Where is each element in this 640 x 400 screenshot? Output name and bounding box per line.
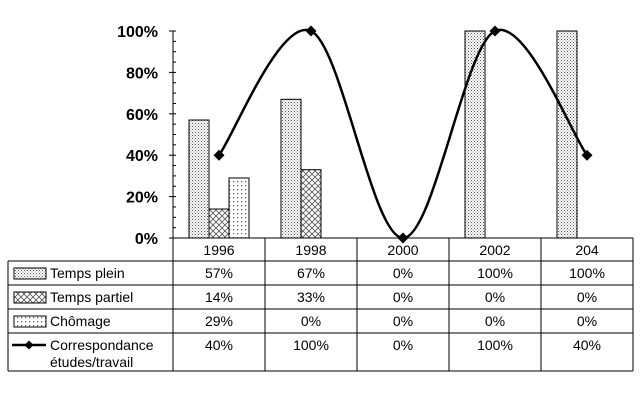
legend-label: études/travail bbox=[50, 354, 133, 370]
y-tick-label: 100% bbox=[117, 24, 158, 41]
table-cell: 0% bbox=[577, 313, 597, 329]
table-cell: 100% bbox=[477, 265, 513, 281]
table-cell: 0% bbox=[393, 265, 413, 281]
table-cell: 33% bbox=[297, 289, 325, 305]
y-tick-label: 80% bbox=[126, 65, 158, 82]
y-tick-label: 0% bbox=[135, 231, 158, 248]
bar bbox=[188, 119, 210, 239]
legend-swatch bbox=[13, 291, 47, 304]
bar bbox=[280, 98, 302, 239]
table-cell: 0% bbox=[393, 289, 413, 305]
legend-label: Chômage bbox=[50, 313, 111, 329]
legend-label: Temps partiel bbox=[50, 289, 133, 305]
diamond-marker bbox=[397, 232, 409, 244]
diamond-marker bbox=[305, 25, 317, 37]
legend-label: Correspondance bbox=[50, 337, 154, 353]
diamond-marker bbox=[489, 25, 501, 37]
y-tick-label: 60% bbox=[126, 107, 158, 124]
legend-swatch bbox=[13, 267, 47, 280]
table-cell: 0% bbox=[393, 313, 413, 329]
table-cell: 0% bbox=[485, 313, 505, 329]
diamond-marker bbox=[581, 149, 593, 161]
axes: 0% 20% 40% 60% 80% 100% 1996 1998 2000 2002 204 bbox=[117, 24, 633, 258]
bar bbox=[208, 208, 230, 239]
table-cell: 0% bbox=[393, 337, 413, 353]
bar bbox=[464, 30, 486, 239]
y-tick-label: 20% bbox=[126, 190, 158, 207]
series-line bbox=[217, 28, 589, 240]
bar bbox=[556, 30, 578, 239]
table-cell: 100% bbox=[477, 337, 513, 353]
category-label: 204 bbox=[575, 242, 599, 258]
category-label: 1998 bbox=[295, 242, 326, 258]
bars bbox=[188, 30, 578, 239]
table-cell: 14% bbox=[205, 289, 233, 305]
table-cell: 100% bbox=[293, 337, 329, 353]
category-label: 1996 bbox=[203, 242, 234, 258]
table-cell: 0% bbox=[301, 313, 321, 329]
table-cell: 67% bbox=[297, 265, 325, 281]
diamond-marker bbox=[213, 149, 225, 161]
data-table: Temps plein 57% 67% 0% 100% 100% Temps partiel… bbox=[7, 238, 634, 372]
bar bbox=[300, 169, 322, 239]
table-cell: 0% bbox=[485, 289, 505, 305]
table-cell: 0% bbox=[577, 289, 597, 305]
category-label: 2000 bbox=[387, 242, 418, 258]
table-cell: 40% bbox=[573, 337, 601, 353]
table-cell: 40% bbox=[205, 337, 233, 353]
table-cell: 100% bbox=[569, 265, 605, 281]
line-series bbox=[213, 25, 593, 244]
legend-label: Temps plein bbox=[50, 265, 125, 281]
bar bbox=[228, 177, 250, 239]
table-cell: 29% bbox=[205, 313, 233, 329]
y-tick-label: 40% bbox=[126, 148, 158, 165]
legend-swatch bbox=[13, 315, 47, 328]
legend-marker bbox=[24, 340, 34, 350]
table-cell: 57% bbox=[205, 265, 233, 281]
category-label: 2002 bbox=[479, 242, 510, 258]
